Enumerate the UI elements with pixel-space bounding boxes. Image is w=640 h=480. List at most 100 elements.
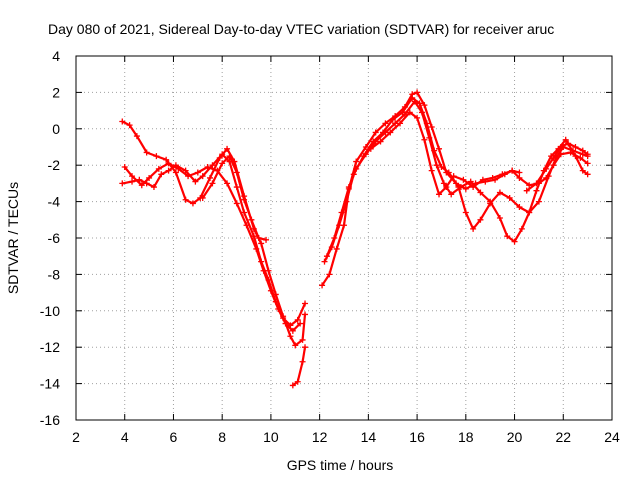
data-point-marker bbox=[165, 160, 172, 167]
data-point-marker bbox=[333, 245, 340, 252]
data-point-marker bbox=[504, 233, 511, 240]
data-point-marker bbox=[479, 176, 486, 183]
y-tick-label: -16 bbox=[40, 412, 60, 428]
data-point-marker bbox=[433, 162, 440, 169]
y-tick-label: -4 bbox=[48, 194, 61, 210]
data-point-marker bbox=[294, 378, 301, 385]
data-point-marker bbox=[487, 198, 494, 205]
data-point-marker bbox=[421, 136, 428, 143]
data-point-marker bbox=[397, 120, 404, 127]
data-point-marker bbox=[584, 160, 591, 167]
data-point-marker bbox=[426, 134, 433, 141]
data-point-marker bbox=[185, 173, 192, 180]
data-point-marker bbox=[372, 129, 379, 136]
data-point-marker bbox=[443, 184, 450, 191]
x-tick-label: 8 bbox=[218, 429, 226, 445]
x-tick-label: 18 bbox=[458, 429, 474, 445]
y-tick-label: 2 bbox=[52, 84, 60, 100]
data-point-marker bbox=[119, 118, 126, 125]
data-point-marker bbox=[331, 235, 338, 241]
data-point-marker bbox=[470, 225, 477, 232]
data-point-marker bbox=[209, 162, 216, 169]
data-point-marker bbox=[516, 204, 523, 211]
data-point-marker bbox=[319, 282, 326, 289]
data-point-marker bbox=[436, 191, 443, 198]
data-point-marker bbox=[292, 342, 299, 349]
data-point-marker bbox=[241, 209, 248, 216]
data-point-marker bbox=[565, 140, 572, 147]
series-track-i bbox=[367, 109, 523, 198]
data-point-marker bbox=[450, 173, 457, 180]
data-point-marker bbox=[209, 180, 216, 187]
data-point-marker bbox=[496, 214, 503, 221]
x-tick-label: 12 bbox=[312, 429, 328, 445]
data-point-marker bbox=[562, 136, 569, 143]
data-point-marker bbox=[440, 180, 447, 187]
data-point-marker bbox=[126, 122, 133, 129]
data-point-marker bbox=[470, 184, 477, 191]
data-point-marker bbox=[572, 153, 579, 160]
data-point-marker bbox=[267, 287, 274, 294]
data-point-marker bbox=[158, 171, 165, 178]
data-point-marker bbox=[299, 336, 306, 343]
x-tick-labels: 2 4 6 8 10 12 14 16 18 20 22 24 bbox=[72, 429, 620, 445]
data-point-marker bbox=[189, 200, 196, 207]
data-point-marker bbox=[448, 191, 455, 198]
chart-title: Day 080 of 2021, Sidereal Day-to-day VTE… bbox=[48, 21, 554, 37]
data-point-marker bbox=[543, 165, 550, 172]
x-tick-label: 10 bbox=[263, 429, 279, 445]
data-point-marker bbox=[362, 144, 369, 150]
data-point-marker bbox=[287, 333, 294, 340]
data-point-marker bbox=[545, 173, 552, 180]
data-point-marker bbox=[477, 189, 484, 196]
x-tick-label: 4 bbox=[121, 429, 129, 445]
y-tick-label: -14 bbox=[40, 376, 60, 392]
series-track bbox=[323, 96, 589, 263]
y-tick-label: 0 bbox=[52, 121, 60, 137]
data-point-marker bbox=[577, 154, 584, 161]
series-track bbox=[123, 162, 302, 332]
data-point-marker bbox=[377, 138, 384, 145]
y-axis-title: SDTVAR / TECUs bbox=[5, 182, 21, 294]
data-point-marker bbox=[535, 198, 542, 205]
data-point-marker bbox=[353, 165, 360, 172]
data-point-marker bbox=[511, 238, 518, 245]
data-point-marker bbox=[550, 154, 557, 161]
data-point-marker bbox=[557, 144, 564, 150]
x-axis-title: GPS time / hours bbox=[287, 457, 394, 473]
data-point-marker bbox=[146, 174, 153, 181]
data-point-marker bbox=[199, 173, 206, 180]
data-point-marker bbox=[207, 174, 213, 181]
data-point-marker bbox=[353, 158, 360, 165]
data-point-marker bbox=[119, 180, 126, 187]
y-tick-label: -8 bbox=[48, 266, 61, 282]
y-tick-label: -10 bbox=[40, 303, 60, 319]
data-point-marker bbox=[138, 182, 145, 189]
data-point-marker bbox=[462, 185, 469, 192]
y-tick-label: 4 bbox=[52, 48, 60, 64]
data-point-marker bbox=[418, 109, 425, 116]
data-point-marker bbox=[445, 169, 452, 176]
data-point-marker bbox=[233, 184, 240, 191]
data-point-marker bbox=[477, 216, 484, 223]
data-point-marker bbox=[367, 145, 374, 152]
data-point-marker bbox=[165, 167, 172, 174]
data-series bbox=[119, 89, 591, 389]
data-point-marker bbox=[323, 253, 330, 260]
data-point-marker bbox=[489, 174, 496, 181]
data-point-marker bbox=[204, 164, 211, 171]
data-point-marker bbox=[345, 184, 352, 191]
data-point-marker bbox=[506, 194, 513, 201]
data-point-marker bbox=[584, 171, 591, 178]
data-point-marker bbox=[224, 180, 231, 187]
data-point-marker bbox=[326, 271, 333, 278]
data-point-marker bbox=[226, 153, 233, 160]
data-point-marker bbox=[163, 156, 170, 163]
data-point-marker bbox=[526, 182, 533, 189]
data-point-marker bbox=[255, 235, 262, 241]
data-point-marker bbox=[467, 178, 474, 185]
x-tick-label: 22 bbox=[555, 429, 571, 445]
data-point-marker bbox=[409, 94, 416, 101]
series-track-j bbox=[523, 140, 591, 194]
